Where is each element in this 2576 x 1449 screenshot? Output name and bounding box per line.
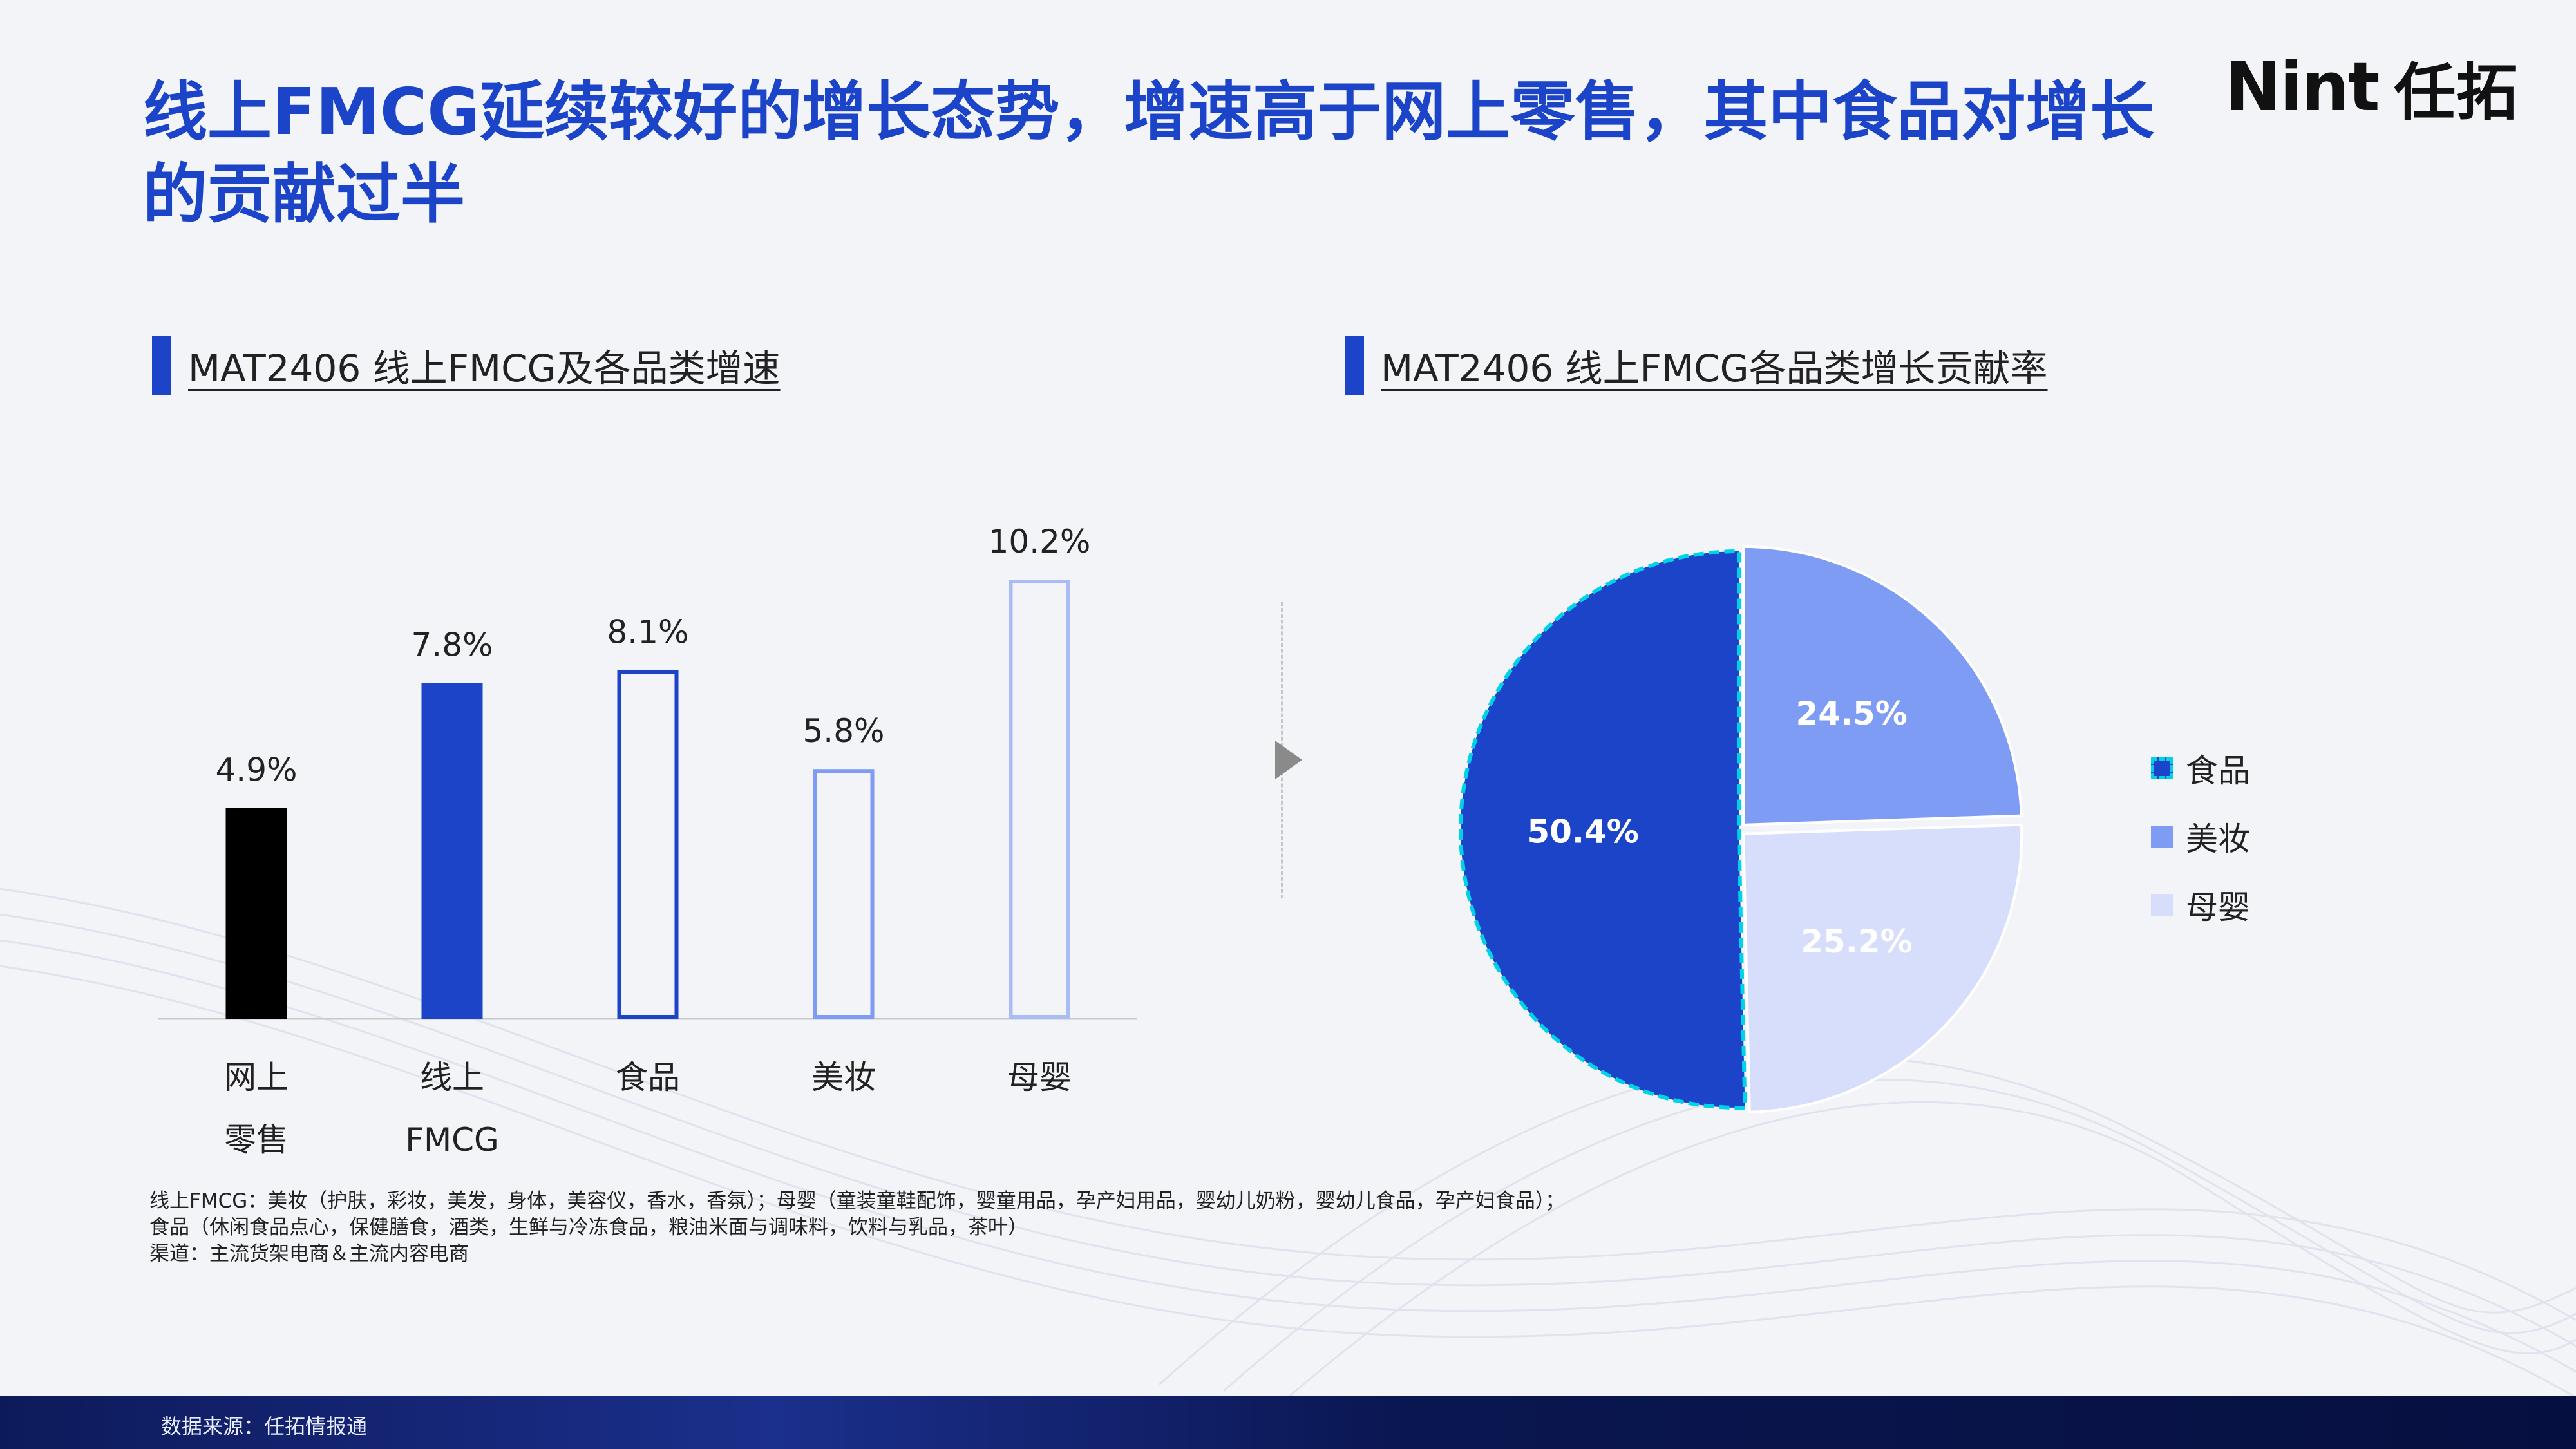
- pie-value-label: 25.2%: [1801, 923, 1912, 960]
- legend-label: 母婴: [2186, 889, 2250, 926]
- data-source: 数据来源：任拓情报通: [161, 1414, 368, 1439]
- bar: [421, 683, 483, 1019]
- legend-swatch: [2151, 894, 2173, 916]
- page-title: 线上FMCG延续较好的增长态势，增速高于网上零售，其中食品对增长的贡献过半: [143, 74, 2155, 232]
- pie-slice: [1742, 823, 2023, 1113]
- footnotes: 线上FMCG：美妆（护肤，彩妆，美发，身体，美容仪，香水，香氛）；母婴（童装童鞋…: [149, 1188, 1565, 1267]
- footnote-line: 渠道：主流货架电商＆主流内容电商: [149, 1242, 469, 1265]
- right-section-header: MAT2406 线上FMCG各品类增长贡献率: [1345, 336, 2048, 395]
- bar: [617, 670, 679, 1019]
- category-label: 线上: [420, 1059, 484, 1096]
- logo-text-cn: 任拓: [2394, 56, 2518, 129]
- bar: [225, 808, 287, 1019]
- pie-value-label: 50.4%: [1527, 813, 1638, 851]
- pie-slice: [1741, 545, 2023, 826]
- bar-value-label: 10.2%: [989, 523, 1091, 560]
- category-label: FMCG: [405, 1121, 499, 1159]
- category-label: 食品: [616, 1059, 680, 1096]
- bar-value-label: 5.8%: [802, 712, 884, 750]
- category-label: 网上: [224, 1059, 289, 1096]
- bar-value-label: 8.1%: [607, 613, 688, 650]
- left-section-title: MAT2406 线上FMCG及各品类增速: [188, 346, 781, 390]
- footnote-line: 线上FMCG：美妆（护肤，彩妆，美发，身体，美容仪，香水，香氛）；母婴（童装童鞋…: [149, 1189, 1566, 1213]
- legend-swatch: [2151, 826, 2173, 848]
- category-label: 美妆: [811, 1059, 876, 1096]
- bar: [813, 769, 875, 1019]
- bar-value-label: 4.9%: [215, 751, 297, 788]
- pie-slice: [1459, 549, 1747, 1110]
- legend-item: 母婴: [2151, 871, 2250, 939]
- bar-value-label: 7.8%: [411, 626, 493, 663]
- legend-item: 美妆: [2151, 802, 2250, 871]
- left-section-header: MAT2406 线上FMCG及各品类增速: [152, 336, 781, 395]
- category-label: 零售: [224, 1121, 289, 1159]
- footnote-line: 食品（休闲食品点心，保健膳食，酒类，生鲜与冷冻食品，粮油米面与调味料，饮料与乳品…: [149, 1216, 1028, 1239]
- section-marker: [152, 336, 171, 395]
- pie-legend: 食品 美妆 母婴: [2151, 734, 2250, 939]
- category-label: 母婴: [1007, 1059, 1072, 1096]
- right-section-title: MAT2406 线上FMCG各品类增长贡献率: [1381, 346, 2048, 390]
- pie-value-label: 24.5%: [1795, 695, 1907, 732]
- footer-bar: 数据来源：任拓情报通: [0, 1396, 2576, 1449]
- section-marker: [1345, 336, 1364, 395]
- arrow-right-icon: [1275, 741, 1302, 779]
- brand-logo: Nint 任拓: [2225, 48, 2517, 129]
- legend-label: 食品: [2186, 752, 2250, 790]
- legend-label: 美妆: [2186, 820, 2250, 858]
- bar: [1009, 580, 1070, 1019]
- logo-text-en: Nint: [2225, 48, 2380, 126]
- legend-item: 食品: [2151, 734, 2250, 802]
- legend-swatch: [2151, 757, 2173, 779]
